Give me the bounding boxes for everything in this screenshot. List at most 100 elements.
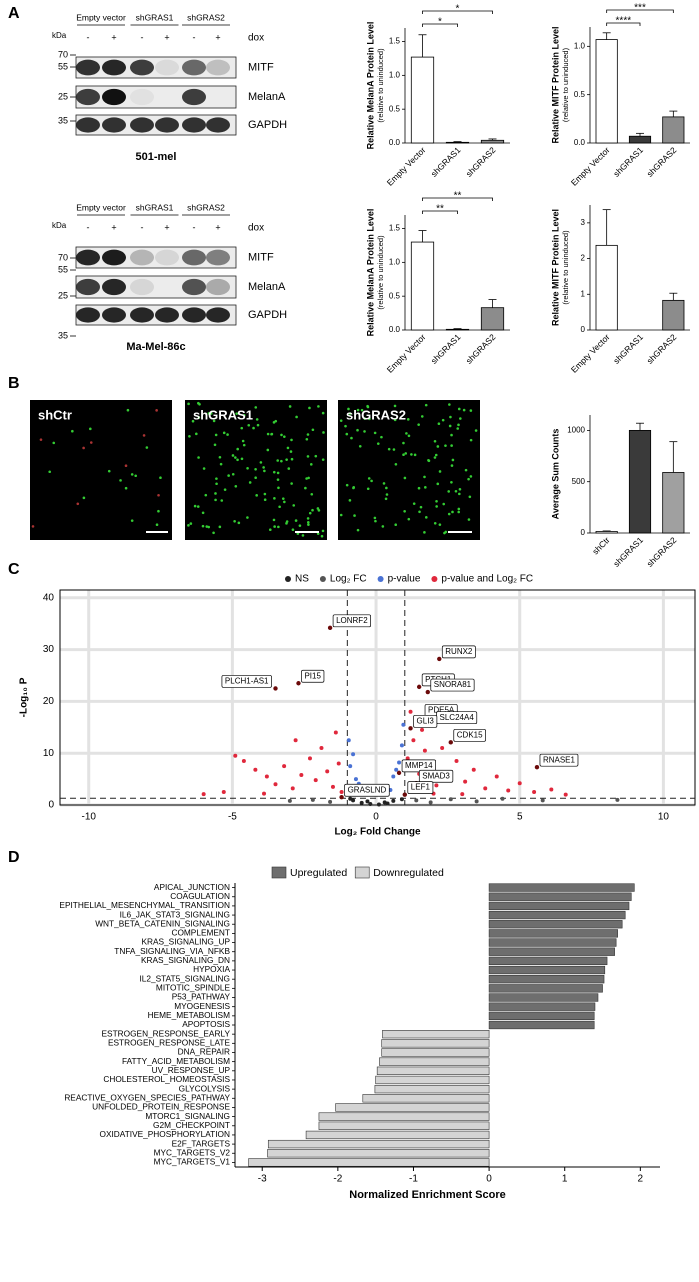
x-tick-label: shCtr [590,535,612,557]
y-tick-label: 1.0 [389,257,401,266]
kda-label: kDa [52,221,67,230]
y-tick-label: 10 [43,748,55,759]
band [102,307,126,323]
point [391,774,396,779]
cell-dot [352,486,355,490]
protein-label: GAPDH [248,119,287,131]
y-tick-label: CHOLESTEROL_HOMEOSTASIS [103,1074,230,1084]
cell-dot [417,423,420,426]
bar [445,328,470,331]
significance-bracket [422,10,493,14]
group-label: Empty vector [76,202,126,212]
cell-dot [306,455,310,458]
group-label: Empty vector [76,12,126,22]
cell-dot [276,478,280,481]
cell-dot [189,522,193,525]
marker-label: 70 [58,252,68,262]
point [471,767,476,772]
cell-dot [382,482,386,485]
cell-dot [145,446,149,449]
cell-dot [348,499,352,502]
gene-label: PLCH1-AS1 [221,675,272,688]
bar [488,892,632,901]
point [420,727,425,732]
dox-sign: + [164,222,169,232]
group-label: shGRAS1 [136,12,174,22]
cell-dot [392,448,396,451]
cell-dot [259,461,263,464]
cell-dot [201,524,205,528]
y-tick-label: 500 [572,477,586,486]
cell-dot [191,419,195,423]
y-tick-label: 1 [581,289,586,298]
y-tick-label: GLYCOLYSIS [179,1083,231,1093]
marker-label: 25 [58,290,68,300]
point [313,778,318,783]
point [287,798,292,803]
group-label: shGRAS2 [187,12,225,22]
label-box [407,781,434,794]
cell-dot [274,419,278,423]
cell-dot [272,518,276,522]
band [130,307,154,323]
cell-dot [317,405,320,408]
cell-dot [344,424,347,428]
label-text: PI15 [304,671,321,680]
image-label: shGRAS1 [193,407,253,422]
point [365,799,370,804]
cell-dot [424,403,428,407]
cell-dot [262,466,265,469]
y-axis-note: (relative to uninduced) [376,48,385,123]
cell-dot [205,525,209,528]
dox-label: dox [248,223,264,234]
cell-dot [201,511,205,515]
y-tick-label: IL2_STAT5_SIGNALING [139,973,230,983]
gene-label: CDK15 [453,728,486,742]
cell-dot [316,507,320,510]
y-tick-label: 0 [581,528,586,537]
point [394,767,399,772]
point [376,802,381,807]
cell-dot [305,437,309,441]
y-axis-note: (relative to uninduced) [561,230,570,305]
bar [488,910,626,920]
cell-dot [288,405,292,408]
cell-dot [444,444,447,447]
cell-dot [214,433,218,437]
cell-dot [424,486,427,489]
cell-dot [294,519,298,522]
point [391,798,396,803]
point [353,777,358,782]
cell-dot [159,476,162,479]
y-tick-label: 1.5 [389,224,401,233]
bar [335,1103,490,1112]
cell-dot [157,509,160,513]
y-tick-label: 1.0 [389,70,401,79]
bar [318,1112,490,1121]
band [130,59,154,76]
point [201,792,206,797]
cell-dot [187,402,190,406]
significance-bracket [606,22,641,26]
cell-dot [407,517,411,521]
x-tick-label: Empty Vector [569,145,612,188]
cell-dot [438,470,442,473]
micrograph [30,400,172,540]
cell-dot [450,444,453,447]
cell-dot [366,404,369,408]
cell-dot [457,407,461,411]
dox-sign: - [87,32,90,42]
band [182,307,206,323]
cell-dot [268,528,272,532]
cell-dot [441,418,445,422]
cell-dot [368,417,371,421]
point [428,800,433,805]
cell-dot [290,438,293,442]
cell-dot [435,500,438,503]
labeled-point [534,764,540,770]
y-tick-label: MITOTIC_SPINDLE [156,983,231,993]
dox-sign: + [215,32,220,42]
y-tick-label: 0.5 [389,291,401,300]
cell-dot [450,464,454,467]
bar [410,241,435,331]
